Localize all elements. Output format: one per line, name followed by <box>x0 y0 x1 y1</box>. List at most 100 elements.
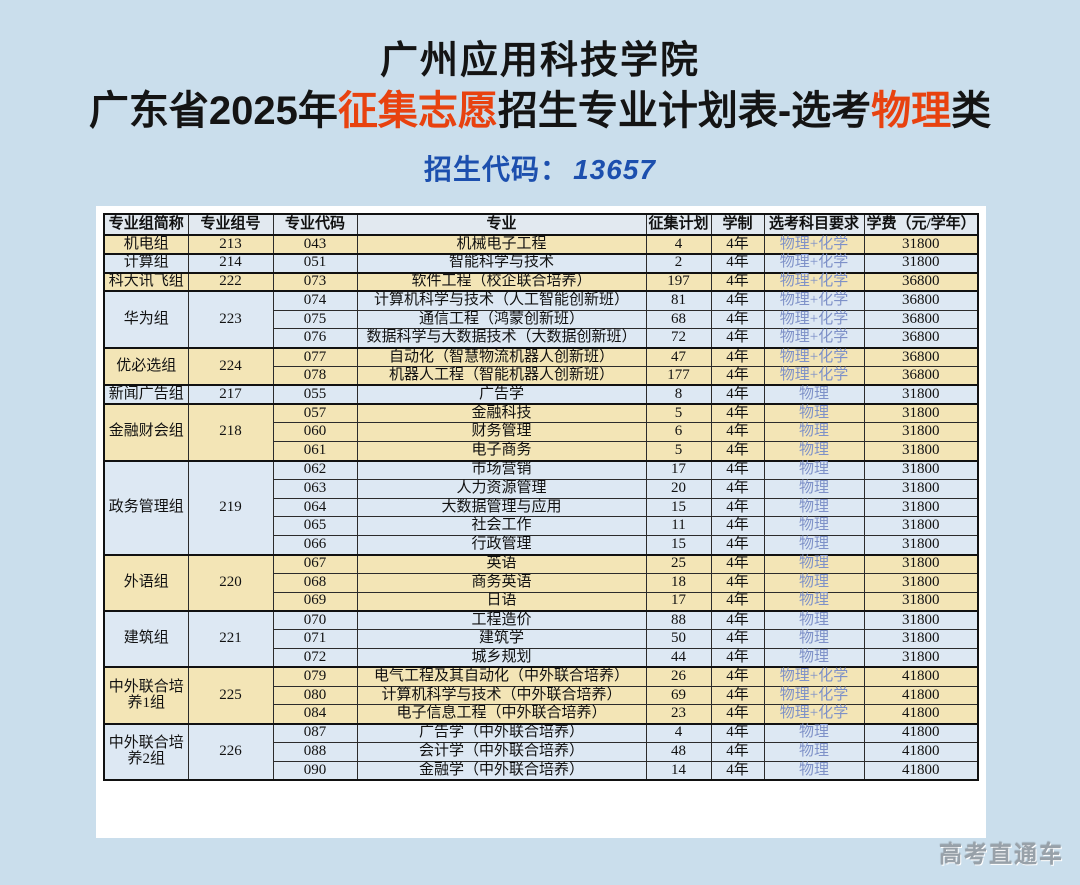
table-row: 科大讯飞组 222 073 软件工程（校企联合培养） 197 4年 物理+化学 36800 <box>103 271 979 292</box>
fee-cell: 31800 <box>863 553 979 574</box>
table-row: 078 机器人工程（智能机器人创新班） 177 4年 物理+化学 36800 <box>104 366 979 386</box>
major-code-cell: 055 <box>272 384 358 405</box>
major-name-cell: 电子信息工程（中外联合培养） <box>356 704 647 725</box>
duration-cell: 4年 <box>710 290 765 311</box>
plan-count-cell: 17 <box>645 459 712 480</box>
duration-cell: 4年 <box>710 441 765 462</box>
group-name-cell: 计算组 <box>103 252 189 274</box>
table-row: 071 建筑学 50 4年 物理 31800 <box>104 629 979 650</box>
plan-count-cell: 26 <box>645 666 712 687</box>
major-code-cell: 078 <box>272 366 358 386</box>
major-name-cell: 行政管理 <box>356 535 647 556</box>
subjects-cell: 物理 <box>763 478 865 499</box>
major-name-cell: 机械电子工程 <box>356 234 647 255</box>
subtitle-part-highlight: 物理 <box>871 88 952 133</box>
fee-cell: 31800 <box>863 459 979 480</box>
group-number-cell: 223 <box>187 290 274 349</box>
fee-cell: 41800 <box>863 722 979 744</box>
major-name-cell: 会计学（中外联合培养） <box>356 742 647 762</box>
subjects-cell: 物理+化学 <box>763 366 865 386</box>
major-name-cell: 英语 <box>356 553 647 574</box>
duration-cell: 4年 <box>710 366 765 386</box>
group-number-cell: 222 <box>187 271 274 292</box>
table-row: 068 商务英语 18 4年 物理 31800 <box>104 572 979 593</box>
admission-code-value: 13657 <box>573 153 656 185</box>
fee-cell: 31800 <box>863 572 979 593</box>
duration-cell: 4年 <box>710 459 765 480</box>
major-name-cell: 商务英语 <box>356 572 647 593</box>
fee-cell: 31800 <box>863 403 979 424</box>
watermark: 高考直通车 <box>939 841 1064 867</box>
major-name-cell: 数据科学与大数据技术（大数据创新班） <box>356 328 647 349</box>
major-name-cell: 财务管理 <box>356 422 647 443</box>
major-code-cell: 067 <box>272 553 358 574</box>
major-name-cell: 计算机科学与技术（人工智能创新班） <box>356 290 647 311</box>
subjects-cell: 物理 <box>763 459 865 480</box>
fee-cell: 36800 <box>863 328 979 349</box>
group-name-cell: 中外联合培养2组 <box>103 722 189 781</box>
table-row: 075 通信工程（鸿蒙创新班） 68 4年 物理+化学 36800 <box>104 309 979 330</box>
table-row: 金融财会组 218 057 金融科技 5 4年 物理 31800 <box>103 403 979 462</box>
plan-count-cell: 177 <box>645 366 712 386</box>
plan-count-cell: 11 <box>645 516 712 537</box>
group-name-cell: 科大讯飞组 <box>103 271 189 292</box>
major-name-cell: 金融科技 <box>356 403 647 424</box>
duration-cell: 4年 <box>710 346 765 368</box>
table-row: 080 计算机科学与技术（中外联合培养） 69 4年 物理+化学 41800 <box>104 685 979 706</box>
major-code-cell: 073 <box>272 271 358 292</box>
table-row: 中外联合培养2组 226 087 广告学（中外联合培养） 4 4年 物理 41800 <box>103 722 979 781</box>
column-header: 征集计划 <box>645 213 712 236</box>
group-name-cell: 机电组 <box>103 234 189 255</box>
plan-count-cell: 2 <box>645 252 712 274</box>
duration-cell: 4年 <box>710 478 765 499</box>
fee-cell: 31800 <box>863 441 979 462</box>
major-code-cell: 077 <box>272 346 358 368</box>
table-row: 076 数据科学与大数据技术（大数据创新班） 72 4年 物理+化学 36800 <box>104 328 979 349</box>
group-number-cell: 219 <box>187 459 274 556</box>
group-number-cell: 224 <box>187 346 274 386</box>
group-name-cell: 华为组 <box>103 290 189 349</box>
subjects-cell: 物理+化学 <box>763 704 865 725</box>
major-name-cell: 计算机科学与技术（中外联合培养） <box>356 685 647 706</box>
major-code-cell: 079 <box>272 666 358 687</box>
duration-cell: 4年 <box>710 252 765 274</box>
major-name-cell: 建筑学 <box>356 629 647 650</box>
duration-cell: 4年 <box>710 742 765 762</box>
subjects-cell: 物理+化学 <box>763 290 865 311</box>
plan-count-cell: 47 <box>645 346 712 368</box>
admission-code-label: 招生代码： <box>424 153 570 185</box>
table-row: 机电组 213 043 机械电子工程 4 4年 物理+化学 31800 <box>103 234 979 255</box>
fee-cell: 31800 <box>863 591 979 612</box>
major-code-cell: 072 <box>272 648 358 668</box>
plan-count-cell: 44 <box>645 648 712 668</box>
group-number-cell: 220 <box>187 553 274 612</box>
table-row: 061 电子商务 5 4年 物理 31800 <box>104 441 979 462</box>
major-code-cell: 043 <box>272 234 358 255</box>
plan-count-cell: 15 <box>645 497 712 518</box>
duration-cell: 4年 <box>710 234 765 255</box>
admission-plan-table: 专业组简称 专业组号 专业代码 专业 征集计划 学制 选考科目要求 学费（元/学年） 机电组 2… <box>103 213 979 782</box>
page-subtitle: 广东省2025年征集志愿招生专业计划表-选考物理类 <box>0 88 1080 134</box>
table-row: 新闻广告组 217 055 广告学 8 4年 物理 31800 <box>103 384 979 405</box>
major-name-cell: 自动化（智慧物流机器人创新班） <box>356 346 647 368</box>
fee-cell: 41800 <box>863 742 979 762</box>
subjects-cell: 物理+化学 <box>763 309 865 330</box>
subjects-cell: 物理 <box>763 497 865 518</box>
duration-cell: 4年 <box>710 384 765 405</box>
plan-count-cell: 4 <box>645 722 712 744</box>
plan-count-cell: 197 <box>645 271 712 292</box>
table-row: 090 金融学（中外联合培养） 14 4年 物理 41800 <box>104 760 979 781</box>
column-header: 专业组简称 <box>103 213 189 236</box>
major-name-cell: 人力资源管理 <box>356 478 647 499</box>
fee-cell: 36800 <box>863 271 979 292</box>
fee-cell: 41800 <box>863 704 979 725</box>
plan-count-cell: 4 <box>645 234 712 255</box>
group-name-cell: 金融财会组 <box>103 403 189 462</box>
duration-cell: 4年 <box>710 516 765 537</box>
fee-cell: 31800 <box>863 478 979 499</box>
major-code-cell: 061 <box>272 441 358 462</box>
column-header: 专业 <box>356 213 647 236</box>
fee-cell: 41800 <box>863 666 979 687</box>
table-row: 072 城乡规划 44 4年 物理 31800 <box>104 648 979 668</box>
major-code-cell: 066 <box>272 535 358 556</box>
